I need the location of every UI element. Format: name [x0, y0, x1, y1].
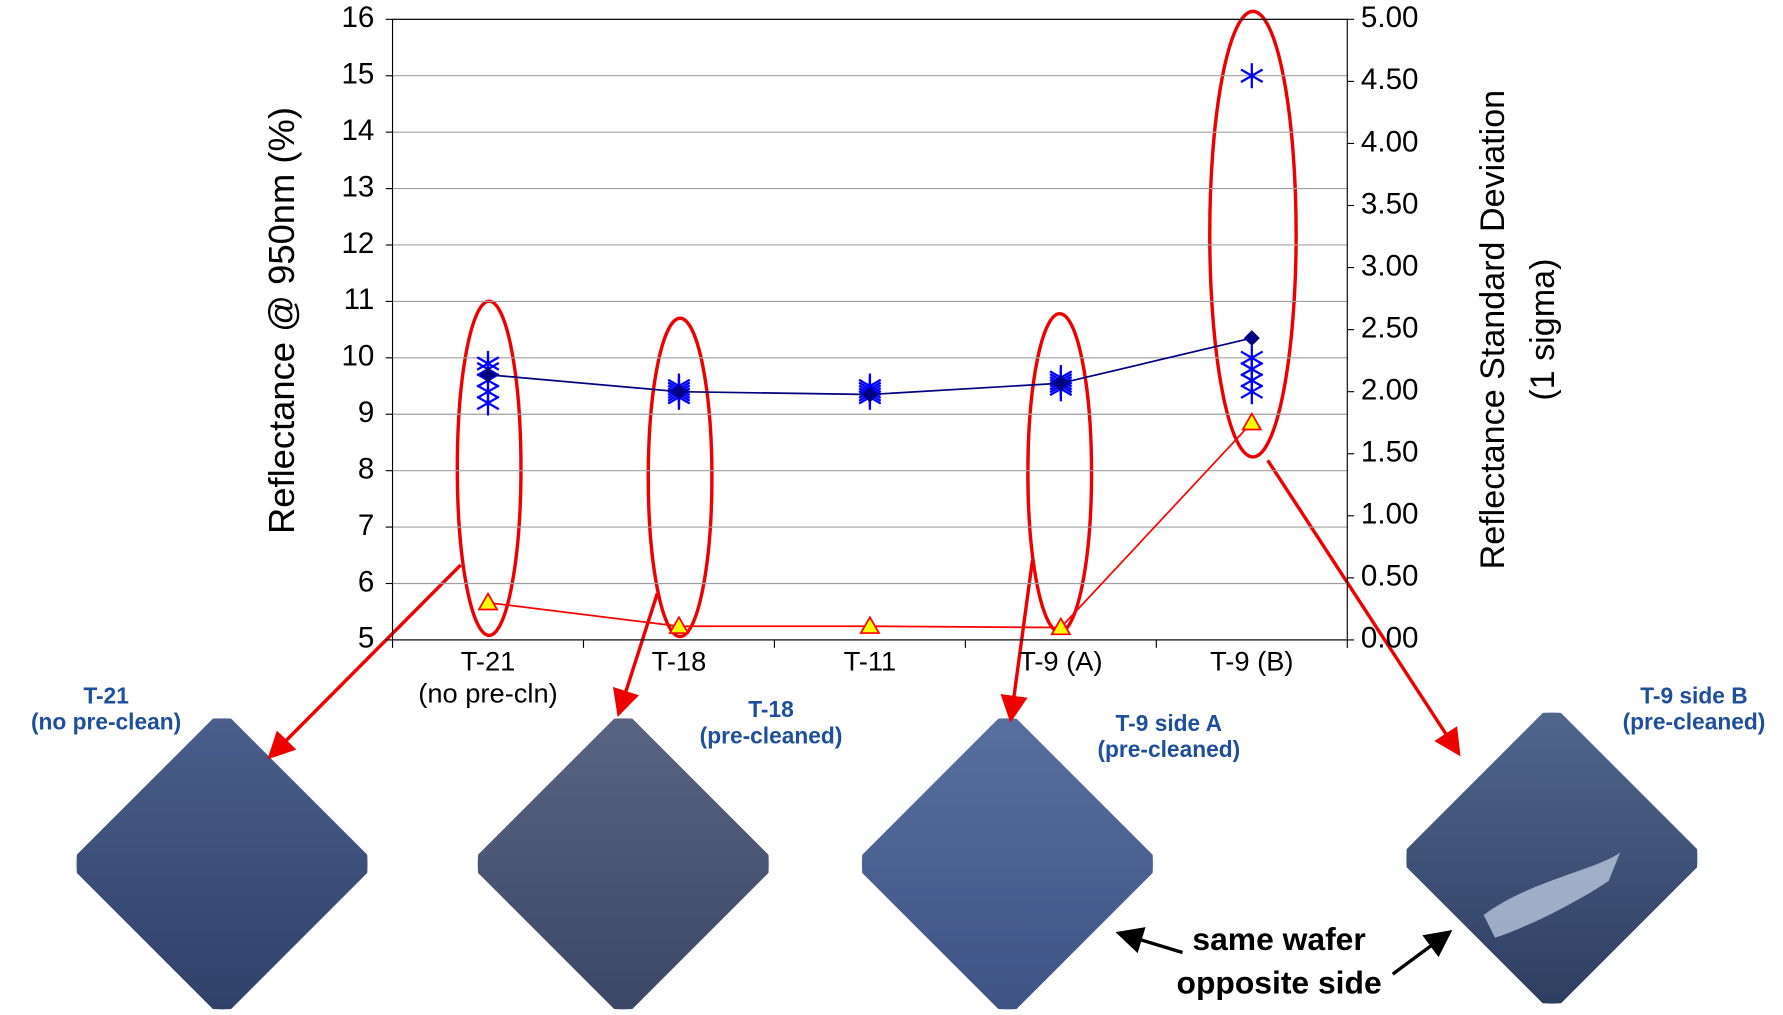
y-tick-label: 6 [358, 565, 374, 598]
y-tick-label: 10 [341, 340, 374, 373]
y2-tick-label: 1.50 [1361, 436, 1419, 469]
diamond-marker [480, 366, 496, 383]
asterisk-marker [1240, 63, 1264, 89]
y2-tick-label: 3.50 [1361, 187, 1419, 220]
y2-tick-label: 4.50 [1361, 63, 1419, 96]
x-tick-label: T-9 (B) [1210, 646, 1294, 678]
y-tick-label: 8 [358, 452, 374, 485]
x-tick-label: T-9 (A) [1019, 646, 1103, 678]
y2-tick-label: 2.00 [1361, 373, 1419, 406]
note-box: same wafer opposite side [1176, 921, 1382, 1001]
x-tick-label-box: T-9 (B) [1210, 646, 1294, 678]
asterisk-arm [1240, 68, 1264, 83]
x-tick-label: T-18 [651, 646, 707, 678]
y2-axis-title-box: Reflectance Standard Deviation (1 sigma) [1474, 89, 1563, 570]
series-line [487, 422, 1253, 629]
triangle-marker [668, 615, 690, 634]
y-tick-label: 9 [358, 396, 374, 429]
y-tick-label: 11 [344, 283, 375, 316]
y-tick-label: 13 [341, 170, 374, 203]
triangle-marker [1241, 411, 1263, 431]
photo-caption: T-9 side B (pre-cleaned) [1622, 684, 1766, 736]
x-tick-label: T-11 [843, 646, 897, 678]
asterisk-arm [1240, 384, 1264, 399]
y-tick-label: 12 [341, 227, 374, 260]
y-axis-title: Reflectance @ 950nm (%) [261, 107, 302, 534]
y2-tick-label: 0.00 [1361, 622, 1419, 655]
photo-caption-box: T-9 side B (pre-cleaned) [1622, 684, 1766, 736]
y2-tick-label: 1.00 [1361, 498, 1419, 531]
diamond-marker [1243, 330, 1260, 347]
asterisk-marker [476, 390, 500, 416]
ellipses [455, 9, 1298, 639]
y2-tick-label: 2.50 [1361, 311, 1419, 344]
y2-tick-label: 4.00 [1361, 125, 1419, 158]
triangle-marker [477, 591, 499, 611]
photo-caption-box: T-18 (pre-cleaned) [699, 697, 843, 750]
triangle-marker [1050, 616, 1072, 636]
asterisk-marker [1240, 379, 1264, 405]
y2-tick-label: 3.00 [1361, 249, 1419, 282]
y-tick-label: 7 [358, 509, 374, 542]
y2-tick-label: 0.50 [1361, 560, 1419, 593]
photo-caption: T-18 (pre-cleaned) [699, 697, 843, 750]
x-tick-label-box: T-11 [843, 646, 897, 678]
y2-axis-title: Reflectance Standard Deviation (1 sigma) [1474, 89, 1563, 570]
asterisk-arm [476, 395, 500, 411]
x-tick-label: T-21 (no pre-cln) [418, 646, 558, 709]
x-tick-label-box: T-18 [651, 646, 707, 678]
photo-caption-box: T-9 side A (pre-cleaned) [1097, 711, 1241, 763]
wafers [76, 712, 1698, 1010]
y-tick-label: 16 [341, 1, 374, 34]
plot-frame [391, 18, 1348, 641]
y-tick-label: 14 [341, 114, 374, 147]
photo-caption: T-21 (no pre-clean) [30, 684, 182, 736]
x-tick-label-box: T-21 (no pre-cln) [418, 646, 558, 709]
y-tick-label: 15 [341, 58, 374, 91]
y-tick-label: 5 [358, 622, 374, 655]
x-tick-label-box: T-9 (A) [1019, 646, 1103, 678]
triangle-marker [859, 615, 881, 634]
photo-caption-box: T-21 (no pre-clean) [30, 684, 182, 736]
photo-caption: T-9 side A (pre-cleaned) [1097, 711, 1241, 763]
note: same wafer opposite side [1176, 921, 1382, 1001]
y2-tick-label: 5.00 [1361, 1, 1419, 34]
